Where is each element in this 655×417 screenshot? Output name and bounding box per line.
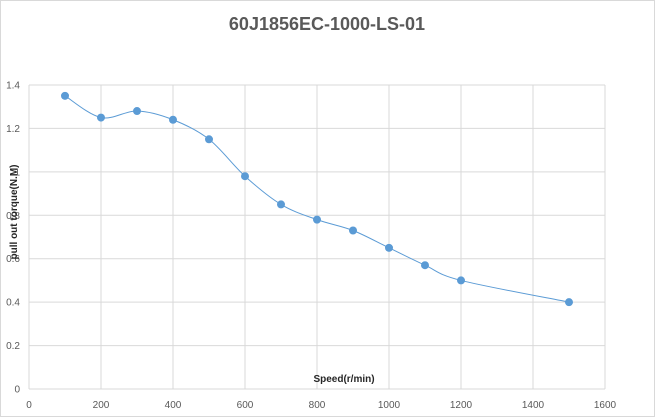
x-tick-label: 1400 <box>522 400 545 411</box>
y-axis-ticks: 0 0.2 0.4 0.6 0.8 1 1.2 1.4 <box>6 81 20 396</box>
y-tick-label: 0 <box>14 385 20 396</box>
data-point <box>421 261 429 270</box>
data-point <box>205 135 213 144</box>
x-tick-label: 200 <box>93 400 110 411</box>
x-axis-title: Speed(r/min) <box>313 374 374 385</box>
series-markers <box>61 91 573 307</box>
data-point <box>457 276 465 285</box>
x-tick-label: 400 <box>165 400 182 411</box>
data-point <box>385 243 393 252</box>
data-point <box>565 298 573 307</box>
chart-title: 60J1856EC-1000-LS-01 <box>229 14 425 34</box>
y-tick-label: 0.2 <box>6 341 20 352</box>
y-tick-label: 0.6 <box>6 254 20 265</box>
data-point <box>133 107 141 116</box>
data-point <box>97 113 105 122</box>
x-tick-label: 600 <box>237 400 254 411</box>
y-tick-label: 0.8 <box>6 211 20 222</box>
y-tick-label: 1.4 <box>6 81 20 92</box>
y-axis-title: pull out torque(N.M) <box>9 165 20 260</box>
x-axis-ticks: 0 200 400 600 800 1000 1200 1400 1600 <box>26 400 616 411</box>
x-tick-label: 1600 <box>594 400 617 411</box>
data-point <box>349 226 357 235</box>
data-point <box>241 172 249 181</box>
data-point <box>61 91 69 100</box>
x-tick-label: 0 <box>26 400 32 411</box>
gridlines <box>28 84 606 390</box>
x-tick-label: 800 <box>309 400 326 411</box>
x-tick-label: 1200 <box>450 400 473 411</box>
x-tick-label: 1000 <box>378 400 401 411</box>
y-tick-label: 0.4 <box>6 298 20 309</box>
data-point <box>169 115 177 124</box>
y-tick-label: 1.2 <box>6 124 20 135</box>
y-tick-label: 1 <box>14 167 20 178</box>
data-point <box>277 200 285 209</box>
data-point <box>313 215 321 224</box>
